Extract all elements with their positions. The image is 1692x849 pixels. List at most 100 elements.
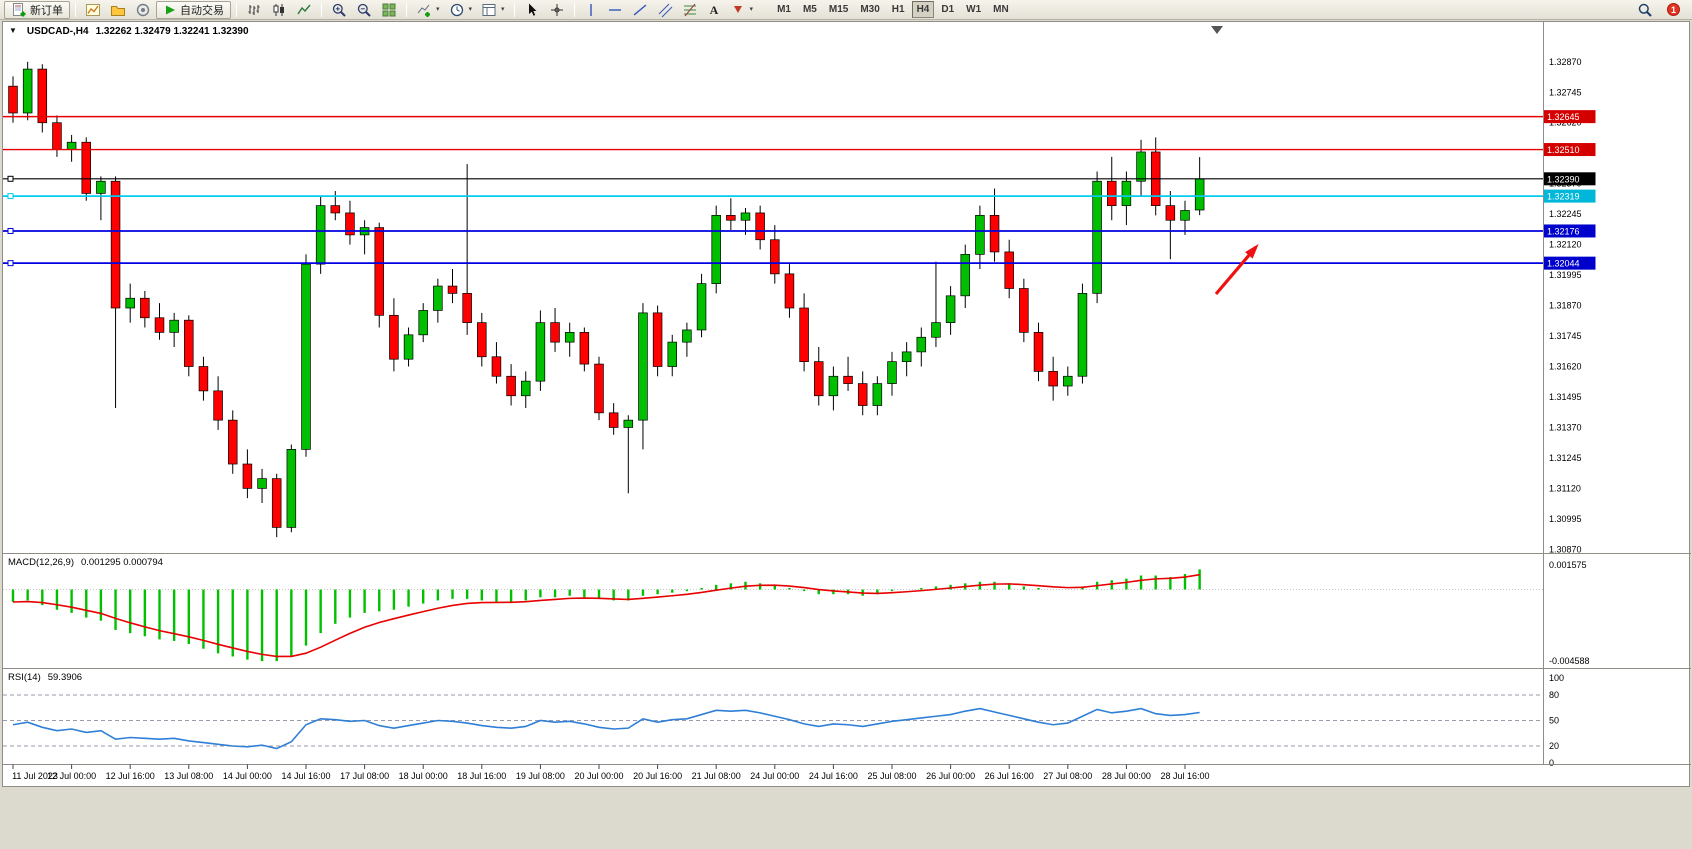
svg-text:1.31745: 1.31745: [1549, 331, 1582, 341]
svg-text:18 Jul 00:00: 18 Jul 00:00: [399, 771, 448, 781]
candlestick-chart-button[interactable]: [267, 1, 291, 19]
indicators-button[interactable]: ▾: [412, 1, 444, 19]
svg-text:1.30995: 1.30995: [1549, 514, 1582, 524]
channel-tool[interactable]: [653, 1, 677, 19]
new-order-button[interactable]: 新订单: [4, 0, 70, 19]
svg-text:A: A: [709, 3, 718, 17]
toolbar: 新订单 自动交易 ▾ ▾ ▾ A ▾ M1 M5 M15 M30 H1 H4 D…: [0, 0, 1692, 20]
channel-icon: [657, 2, 673, 18]
svg-text:50: 50: [1549, 716, 1559, 726]
crosshair-icon: [549, 2, 565, 18]
svg-text:100: 100: [1549, 673, 1564, 683]
timeframe-mn[interactable]: MN: [988, 1, 1014, 18]
horizontal-line-tool[interactable]: [603, 1, 627, 19]
templates-button[interactable]: ▾: [477, 1, 509, 19]
chevron-down-icon: ▾: [501, 6, 505, 13]
tile-windows-button[interactable]: [377, 1, 401, 19]
chevron-down-icon: ▾: [436, 6, 440, 13]
svg-text:26 Jul 16:00: 26 Jul 16:00: [985, 771, 1034, 781]
svg-text:11 Jul 2023: 11 Jul 2023: [12, 771, 58, 781]
indicators-add-icon: [416, 2, 432, 18]
profiles-button[interactable]: [106, 1, 130, 19]
svg-text:1.32245: 1.32245: [1549, 209, 1582, 219]
svg-text:24 Jul 00:00: 24 Jul 00:00: [750, 771, 799, 781]
timeframe-m1[interactable]: M1: [772, 1, 796, 18]
price-chart-canvas[interactable]: 1.328701.327451.326201.324951.323701.322…: [3, 22, 1691, 786]
autotrade-play-icon: [163, 3, 177, 17]
ohlc-readout: 1.32262 1.32479 1.32241 1.32390: [95, 26, 249, 37]
svg-text:28 Jul 00:00: 28 Jul 00:00: [1102, 771, 1151, 781]
zoom-out-icon: [356, 2, 372, 18]
fibonacci-icon: [682, 2, 698, 18]
chart-window[interactable]: 1.328701.327451.326201.324951.323701.322…: [2, 21, 1691, 787]
horizontal-line-icon: [607, 2, 623, 18]
svg-text:20 Jul 16:00: 20 Jul 16:00: [633, 771, 682, 781]
svg-text:1.32319: 1.32319: [1547, 192, 1580, 202]
symbol-period-label: USDCAD-,H4: [26, 26, 89, 37]
svg-text:14 Jul 16:00: 14 Jul 16:00: [281, 771, 330, 781]
trendline-icon: [632, 2, 648, 18]
svg-text:1.31995: 1.31995: [1549, 270, 1582, 280]
autotrade-label: 自动交易: [180, 4, 224, 17]
timeframe-m5[interactable]: M5: [798, 1, 822, 18]
svg-text:1.31495: 1.31495: [1549, 392, 1582, 402]
svg-text:27 Jul 08:00: 27 Jul 08:00: [1043, 771, 1092, 781]
search-icon: [1637, 2, 1653, 18]
toolbar-right-group: 1: [1633, 1, 1688, 19]
bar-chart-button[interactable]: [242, 1, 266, 19]
arrows-tool[interactable]: ▾: [726, 1, 758, 19]
svg-text:1.32510: 1.32510: [1547, 145, 1580, 155]
cursor-arrow-icon: [524, 2, 540, 18]
line-chart-icon: [296, 2, 312, 18]
timeframe-h1[interactable]: H1: [887, 1, 910, 18]
svg-text:-0.004588: -0.004588: [1549, 656, 1590, 666]
svg-text:1.32645: 1.32645: [1547, 112, 1580, 122]
zoom-in-icon: [331, 2, 347, 18]
rsi-name: RSI(14): [8, 672, 41, 683]
candlestick-chart-icon: [271, 2, 287, 18]
timeframe-w1[interactable]: W1: [961, 1, 986, 18]
toolbar-separator: [406, 2, 407, 17]
clock-icon: [449, 2, 465, 18]
timeframe-d1[interactable]: D1: [936, 1, 959, 18]
new-chart-button[interactable]: [81, 1, 105, 19]
search-button[interactable]: [1633, 1, 1657, 19]
cursor-button[interactable]: [520, 1, 544, 19]
timeframe-m15[interactable]: M15: [824, 1, 853, 18]
svg-text:80: 80: [1549, 690, 1559, 700]
fibonacci-tool[interactable]: [678, 1, 702, 19]
rsi-indicator-label: RSI(14) 59.3906: [8, 672, 82, 683]
svg-text:1.31370: 1.31370: [1549, 422, 1582, 432]
vertical-line-tool[interactable]: [580, 1, 602, 19]
macd-values: 0.001295 0.000794: [81, 557, 163, 568]
chevron-down-icon: ▾: [468, 6, 473, 13]
notification-button[interactable]: 1: [1663, 1, 1684, 19]
zoom-out-button[interactable]: [352, 1, 376, 19]
toolbar-separator: [75, 2, 76, 17]
periods-button[interactable]: ▾: [445, 1, 477, 19]
text-tool[interactable]: A: [703, 1, 725, 19]
template-icon: [481, 2, 497, 18]
tile-windows-icon: [381, 2, 397, 18]
notification-badge-icon: 1: [1667, 3, 1680, 16]
autotrade-button[interactable]: 自动交易: [156, 0, 231, 19]
line-chart-button[interactable]: [292, 1, 316, 19]
svg-text:1.31870: 1.31870: [1549, 301, 1582, 311]
toolbar-separator: [513, 2, 515, 17]
zoom-in-button[interactable]: [327, 1, 351, 19]
one-click-trading-arrow[interactable]: ▼: [9, 26, 17, 35]
timeframe-h4[interactable]: H4: [911, 1, 935, 18]
svg-text:12 Jul 00:00: 12 Jul 00:00: [47, 771, 96, 781]
svg-text:26 Jul 00:00: 26 Jul 00:00: [926, 771, 975, 781]
bar-chart-icon: [246, 2, 262, 18]
svg-text:17 Jul 08:00: 17 Jul 08:00: [340, 771, 389, 781]
svg-text:1.32044: 1.32044: [1547, 259, 1580, 269]
toolbar-separator: [321, 2, 322, 17]
timeframe-m30[interactable]: M30: [855, 1, 884, 18]
crosshair-button[interactable]: [545, 1, 569, 19]
trendline-tool[interactable]: [628, 1, 652, 19]
expert-advisors-button[interactable]: [131, 1, 155, 19]
new-chart-icon: [85, 2, 101, 18]
expert-advisors-icon: [135, 2, 151, 18]
toolbar-separator: [573, 2, 575, 17]
